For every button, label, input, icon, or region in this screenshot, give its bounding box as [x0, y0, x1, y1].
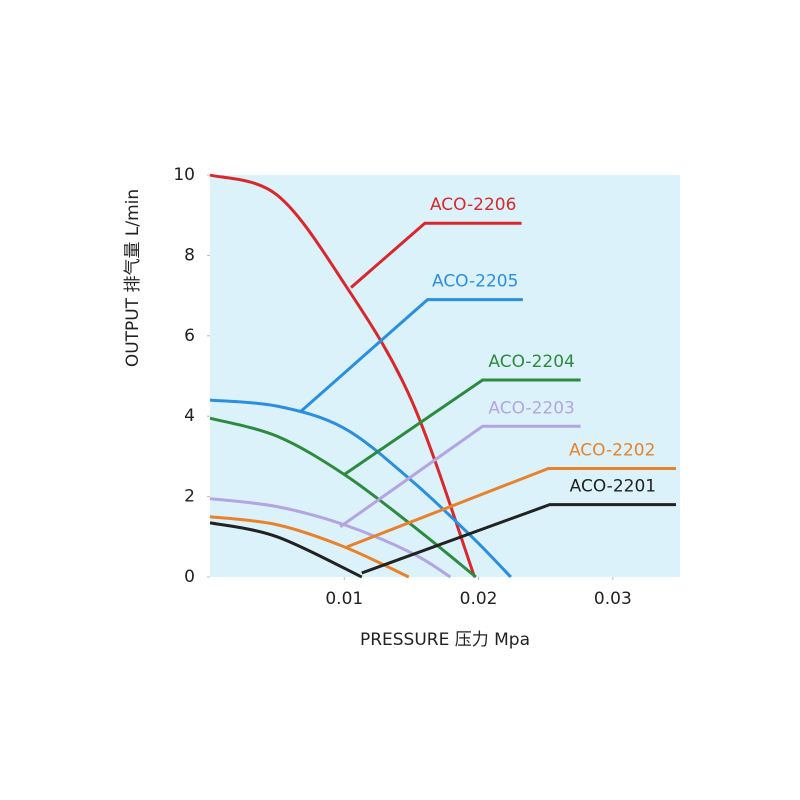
legend-label: ACO-2206 [430, 195, 516, 215]
legend-label: ACO-2205 [432, 272, 518, 292]
curve [209, 515, 410, 579]
x-tick-label: 0.01 [325, 589, 363, 609]
legend-label: ACO-2203 [488, 398, 574, 418]
y-tick-label: 4 [184, 406, 195, 426]
plot-background [210, 175, 680, 577]
leader-line [350, 221, 522, 289]
leader-line [361, 503, 676, 575]
y-tick-label: 0 [184, 567, 195, 587]
leader-line [339, 424, 581, 528]
x-tick-label: 0.02 [460, 589, 498, 609]
x-axis-label: PRESSURE 压力 Mpa [360, 630, 530, 650]
leader-line [298, 298, 523, 414]
legend-label: ACO-2204 [488, 352, 574, 372]
leader-line [346, 466, 676, 549]
y-tick-label: 10 [173, 165, 195, 185]
leader-line [343, 378, 581, 476]
y-tick-label: 8 [184, 245, 195, 265]
y-axis-label: OUTPUT 排气量 L/min [123, 189, 143, 367]
curve [209, 173, 476, 578]
x-tick-label: 0.03 [594, 589, 632, 609]
legend-label: ACO-2201 [570, 477, 656, 497]
curve [209, 521, 363, 579]
legend-label: ACO-2202 [569, 440, 655, 460]
y-tick-label: 2 [184, 487, 195, 507]
y-tick-label: 6 [184, 326, 195, 346]
